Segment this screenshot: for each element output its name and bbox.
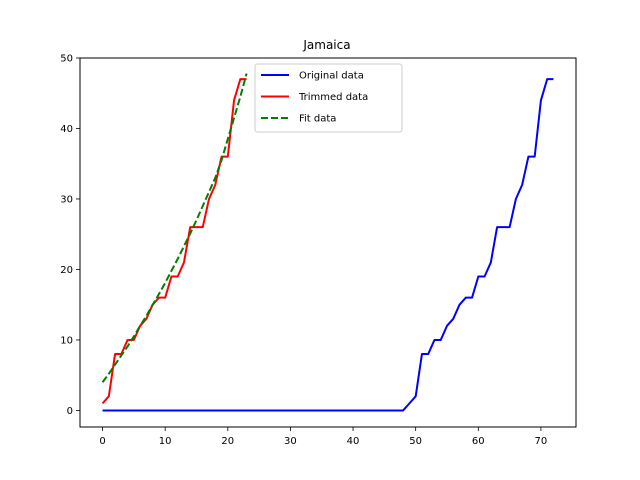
chart-title: Jamaica bbox=[302, 38, 350, 52]
y-axis: 0 10 20 30 40 50 bbox=[60, 54, 80, 417]
plot-area bbox=[101, 73, 554, 412]
legend-label: Trimmed data bbox=[298, 92, 368, 103]
legend-label: Original data bbox=[299, 71, 364, 82]
series-line-fit-data bbox=[101, 73, 248, 383]
y-tick-label: 10 bbox=[60, 335, 73, 346]
x-tick-label: 30 bbox=[284, 436, 297, 447]
y-tick-label: 30 bbox=[60, 194, 73, 205]
axes-frame bbox=[79, 57, 577, 428]
y-tick-label: 20 bbox=[60, 265, 73, 276]
x-tick-label: 10 bbox=[159, 436, 172, 447]
x-tick-label: 60 bbox=[472, 436, 485, 447]
y-tick-label: 40 bbox=[60, 124, 73, 135]
y-tick-label: 50 bbox=[60, 54, 73, 65]
x-tick-label: 20 bbox=[221, 436, 234, 447]
legend: Original data Trimmed data Fit data bbox=[254, 63, 403, 133]
x-tick-label: 40 bbox=[347, 436, 360, 447]
x-axis: 0 10 20 30 40 50 60 70 bbox=[99, 427, 547, 447]
legend-label: Fit data bbox=[299, 114, 336, 125]
x-tick-label: 70 bbox=[535, 436, 548, 447]
y-tick-label: 0 bbox=[67, 406, 73, 417]
x-tick-label: 0 bbox=[99, 436, 105, 447]
legend-box bbox=[254, 63, 403, 133]
x-tick-label: 50 bbox=[409, 436, 422, 447]
series-line-original-data bbox=[102, 78, 554, 412]
series-line-trimmed-data bbox=[101, 78, 247, 405]
